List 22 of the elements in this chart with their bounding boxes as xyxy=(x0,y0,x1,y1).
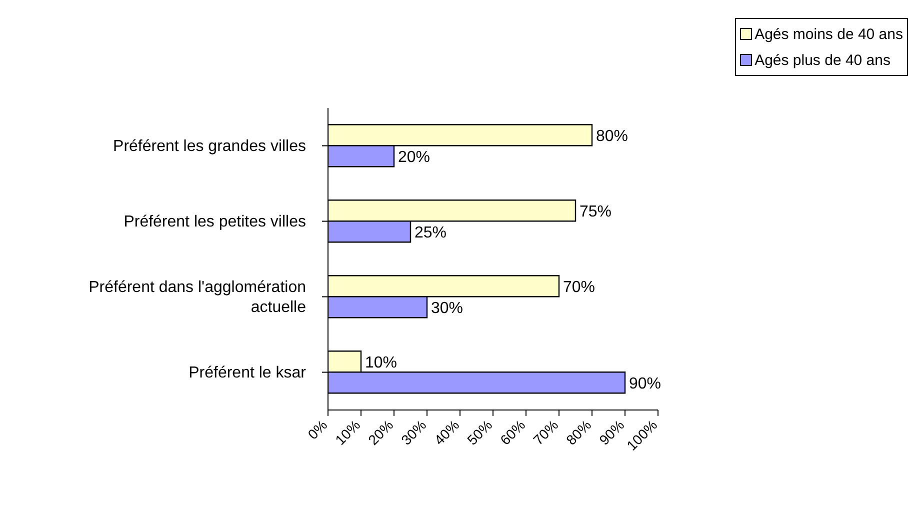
data-label: 10% xyxy=(365,354,398,372)
x-tick-label: 70% xyxy=(530,416,562,448)
data-label: 75% xyxy=(580,204,612,221)
legend-label: Agés plus de 40 ans xyxy=(754,52,890,68)
data-label: 30% xyxy=(431,300,464,318)
data-label: 70% xyxy=(563,279,596,296)
y-tick-label: Préférent le ksar xyxy=(188,364,307,382)
x-tick-label: 80% xyxy=(562,416,594,448)
x-tick-label: 0% xyxy=(304,416,330,442)
y-tick-label: Préférent les grandes villes xyxy=(113,138,306,155)
x-tick-label: 40% xyxy=(430,416,462,448)
x-tick-label: 30% xyxy=(398,416,430,448)
y-tick-label: Préférent les petites villes xyxy=(124,213,306,230)
y-tick-label: Préférent dans l'agglomération actuelle xyxy=(88,278,306,316)
data-label: 80% xyxy=(596,128,628,146)
data-label: 25% xyxy=(414,224,447,242)
data-label: 90% xyxy=(629,376,662,393)
x-tick-label: 60% xyxy=(496,416,528,448)
legend-label: Agés moins de 40 ans xyxy=(754,26,903,42)
x-tick-label: 50% xyxy=(464,416,496,448)
x-tick-label: 90% xyxy=(596,416,628,448)
data-label: 20% xyxy=(398,149,430,166)
